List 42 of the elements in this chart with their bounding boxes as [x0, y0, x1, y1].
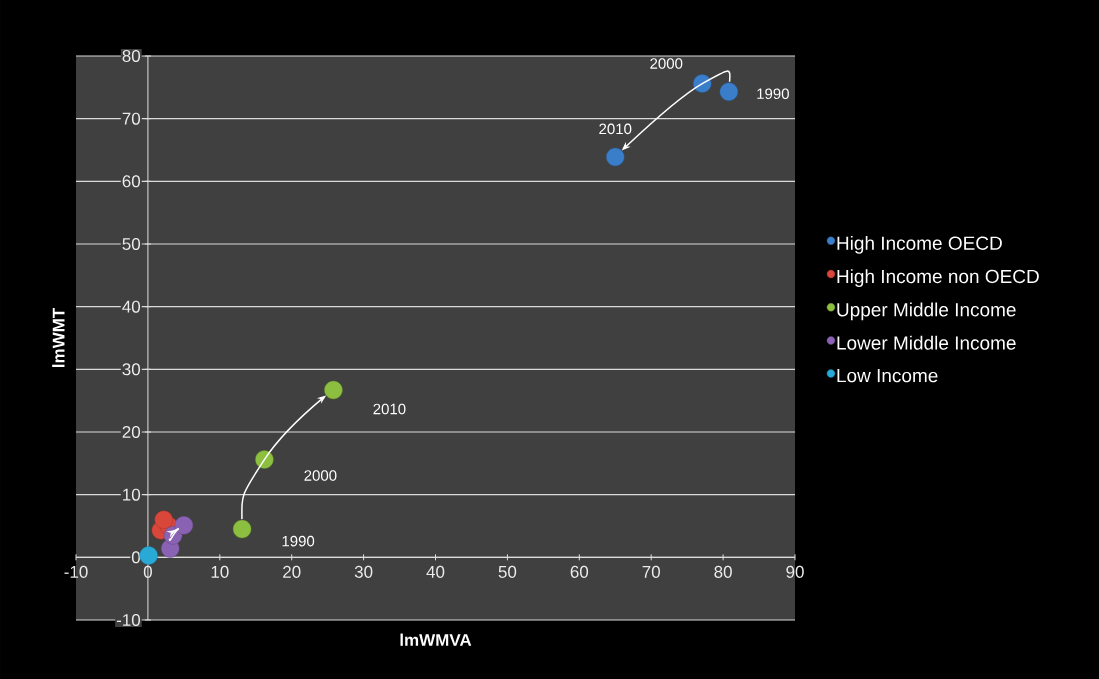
y-tick-label: 20	[122, 425, 141, 439]
y-tick-label: 80	[122, 49, 141, 63]
point	[232, 519, 252, 539]
y-tick-label: 30	[122, 363, 141, 376]
x-axis-title: lmWMVA	[400, 633, 472, 646]
x-tick-label: 40	[426, 565, 445, 578]
legend-label: Upper Middle Income	[837, 302, 1016, 321]
annotation: 2010	[599, 123, 632, 135]
x-tick-label: 30	[354, 565, 373, 578]
point	[174, 516, 194, 535]
y-tick-label: 70	[122, 112, 141, 125]
x-tick-label: 50	[498, 565, 517, 578]
x-tick-label: 70	[642, 565, 660, 578]
point	[719, 82, 739, 101]
x-tick-label: 10	[211, 565, 229, 578]
x-tick-label: -10	[64, 565, 88, 578]
y-tick-label: -10	[116, 613, 141, 627]
y-tick-label: 10	[123, 488, 141, 501]
legend-label: High Income non OECD	[837, 269, 1039, 287]
point	[154, 510, 173, 529]
point	[606, 147, 625, 167]
legend-label: Lower Middle Income	[837, 335, 1016, 350]
annotation: 2010	[373, 403, 406, 415]
point	[255, 450, 274, 469]
x-tick-label: 0	[143, 565, 152, 578]
annotation: 2000	[304, 470, 337, 481]
x-tick-label: 20	[283, 565, 301, 578]
y-tick-label: 0	[131, 551, 141, 564]
x-tick-label: 80	[714, 565, 732, 578]
point	[324, 380, 343, 400]
legend-label: Low Income	[837, 369, 938, 383]
annotation: 1990	[282, 535, 315, 547]
y-tick-label: 40	[122, 300, 141, 313]
annotation: 1990	[757, 88, 789, 100]
y-tick-label: 50	[122, 237, 141, 251]
x-tick-label: 90	[786, 565, 804, 578]
x-tick-label: 60	[570, 565, 589, 578]
point	[139, 546, 158, 565]
y-axis-title: lmWMT	[52, 307, 65, 368]
y-tick-label: 60	[122, 175, 141, 188]
legend-label: High Income OECD	[837, 235, 1002, 254]
annotation: 2000	[650, 58, 683, 69]
